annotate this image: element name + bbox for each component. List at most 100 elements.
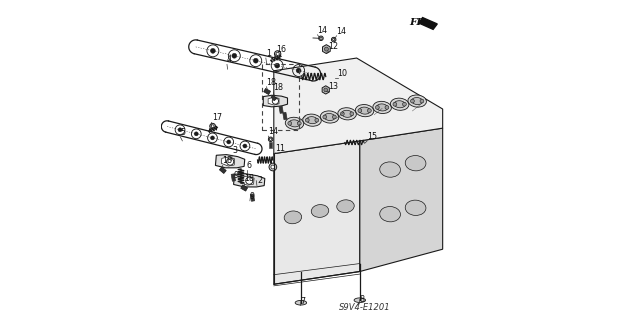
- Circle shape: [275, 63, 280, 68]
- Circle shape: [276, 52, 279, 55]
- Ellipse shape: [394, 101, 405, 108]
- Circle shape: [376, 106, 380, 109]
- Circle shape: [385, 106, 389, 109]
- Circle shape: [178, 128, 182, 132]
- Text: 14: 14: [337, 27, 347, 36]
- Circle shape: [315, 118, 319, 122]
- Polygon shape: [279, 106, 284, 113]
- Circle shape: [332, 37, 336, 42]
- Polygon shape: [220, 167, 227, 173]
- Circle shape: [269, 163, 276, 171]
- Polygon shape: [263, 95, 287, 107]
- Circle shape: [358, 109, 362, 113]
- Circle shape: [275, 51, 281, 57]
- Text: 18: 18: [273, 84, 284, 92]
- Circle shape: [227, 158, 234, 165]
- Ellipse shape: [390, 98, 409, 110]
- Text: 15: 15: [367, 132, 377, 141]
- Polygon shape: [274, 141, 360, 284]
- Ellipse shape: [380, 162, 401, 177]
- Circle shape: [332, 115, 336, 119]
- Text: 12: 12: [328, 42, 339, 51]
- Ellipse shape: [405, 200, 426, 215]
- Ellipse shape: [405, 156, 426, 171]
- Polygon shape: [240, 176, 254, 185]
- Circle shape: [340, 112, 344, 116]
- Text: 5: 5: [180, 128, 186, 137]
- Text: 11: 11: [275, 144, 285, 153]
- Ellipse shape: [337, 200, 354, 212]
- Circle shape: [246, 177, 253, 184]
- Ellipse shape: [373, 101, 391, 114]
- Text: 14: 14: [317, 26, 328, 35]
- Text: 1: 1: [266, 49, 271, 58]
- Circle shape: [410, 99, 414, 103]
- Ellipse shape: [359, 107, 370, 114]
- Polygon shape: [221, 157, 235, 166]
- Text: 6: 6: [246, 161, 252, 170]
- Circle shape: [323, 115, 326, 119]
- Polygon shape: [231, 174, 236, 181]
- Text: 18: 18: [266, 78, 276, 87]
- Circle shape: [211, 125, 214, 128]
- Ellipse shape: [307, 117, 317, 124]
- Circle shape: [296, 68, 301, 73]
- Ellipse shape: [303, 114, 321, 126]
- Polygon shape: [360, 128, 443, 271]
- Circle shape: [288, 122, 292, 125]
- Circle shape: [269, 138, 272, 140]
- Circle shape: [333, 38, 335, 41]
- Ellipse shape: [380, 206, 401, 222]
- Circle shape: [320, 37, 322, 39]
- Polygon shape: [216, 155, 244, 168]
- Circle shape: [211, 48, 215, 53]
- Text: S9V4-E1201: S9V4-E1201: [339, 303, 391, 312]
- Text: 8: 8: [359, 295, 364, 304]
- Circle shape: [393, 102, 397, 106]
- Circle shape: [272, 98, 278, 104]
- Polygon shape: [354, 298, 365, 302]
- Text: 16: 16: [276, 45, 286, 54]
- Text: 14: 14: [268, 127, 278, 136]
- Circle shape: [324, 88, 328, 92]
- Circle shape: [243, 144, 247, 148]
- Text: 18: 18: [223, 156, 232, 165]
- Ellipse shape: [408, 95, 426, 107]
- Text: 3: 3: [232, 146, 237, 155]
- Polygon shape: [295, 300, 307, 305]
- Text: 9: 9: [234, 171, 239, 180]
- Ellipse shape: [412, 98, 423, 105]
- Circle shape: [271, 165, 275, 169]
- Circle shape: [350, 112, 354, 116]
- Polygon shape: [271, 95, 276, 101]
- Polygon shape: [268, 97, 279, 105]
- Ellipse shape: [324, 114, 335, 121]
- Circle shape: [305, 118, 309, 122]
- Polygon shape: [250, 194, 255, 201]
- Polygon shape: [264, 88, 271, 95]
- Text: 9: 9: [250, 192, 255, 201]
- Polygon shape: [283, 112, 287, 120]
- Circle shape: [210, 123, 216, 129]
- Circle shape: [268, 137, 273, 141]
- Polygon shape: [269, 142, 272, 148]
- Circle shape: [195, 132, 198, 136]
- Ellipse shape: [285, 117, 304, 130]
- Polygon shape: [419, 18, 437, 29]
- Ellipse shape: [355, 105, 374, 117]
- Text: 4: 4: [227, 55, 232, 64]
- Circle shape: [324, 47, 328, 51]
- Text: 10: 10: [337, 69, 348, 78]
- Ellipse shape: [289, 120, 300, 127]
- Ellipse shape: [338, 108, 356, 120]
- Ellipse shape: [342, 110, 353, 117]
- Circle shape: [367, 109, 371, 113]
- Text: 18: 18: [244, 174, 254, 183]
- Circle shape: [232, 53, 237, 58]
- Polygon shape: [234, 174, 265, 187]
- Circle shape: [298, 122, 301, 125]
- Polygon shape: [274, 58, 443, 154]
- Circle shape: [253, 58, 258, 63]
- Text: FR.: FR.: [409, 19, 429, 28]
- Circle shape: [319, 36, 323, 41]
